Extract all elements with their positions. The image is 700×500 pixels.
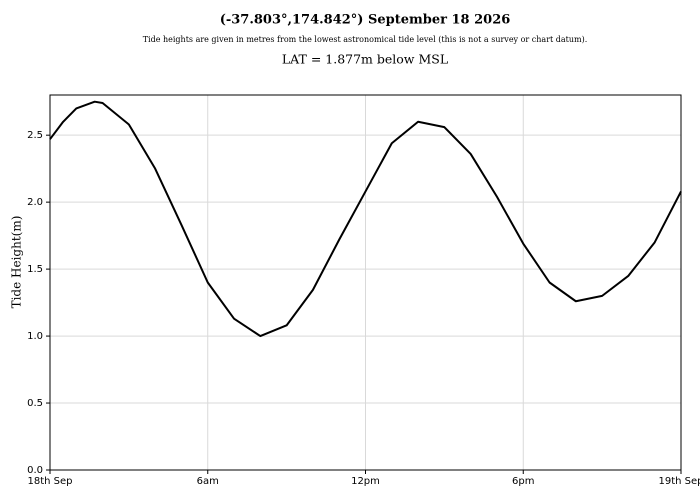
chart-subtitle: Tide heights are given in metres from th…: [143, 35, 588, 44]
chart-title: (-37.803°,174.842°) September 18 2026: [220, 13, 511, 28]
y-tick-label: 2.5: [27, 130, 43, 141]
tide-line: [49, 100, 682, 338]
y-tick-label: 0.0: [27, 465, 43, 476]
x-tick-label: 6pm: [512, 476, 534, 487]
plot-frame: [49, 94, 682, 471]
y-tick-label: 1.5: [27, 264, 43, 275]
y-tick-label: 2.0: [27, 197, 43, 208]
x-tick-label: 18th Sep: [27, 476, 72, 487]
y-axis-label: Tide Height(m): [10, 216, 24, 309]
x-tick-label: 19th Sep: [658, 476, 700, 487]
y-tick-label: 0.5: [27, 398, 43, 409]
x-tick-label: 12pm: [351, 476, 380, 487]
x-tick-label: 6am: [197, 476, 219, 487]
y-tick-label: 1.0: [27, 331, 43, 342]
annotation: LAT = 1.877m below MSL: [282, 52, 448, 67]
